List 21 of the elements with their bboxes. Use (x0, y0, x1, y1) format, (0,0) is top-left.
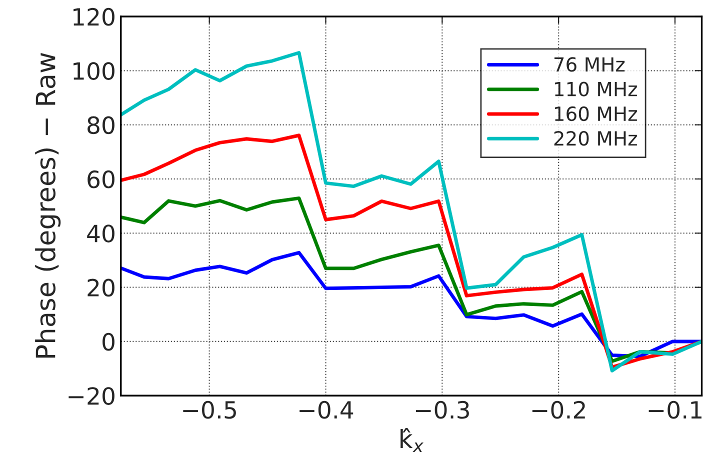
x-tick-label: −0.2 (532, 400, 585, 419)
x-tick-label: −0.4 (300, 400, 354, 419)
y-tick-label: 40 (87, 224, 114, 242)
y-tick-label: 60 (88, 170, 114, 188)
x-tick-label: −0.1 (648, 400, 702, 419)
legend-label: 110 MHz (555, 82, 637, 96)
y-tick-label: −20 (68, 387, 114, 405)
y-tick-label: 100 (74, 62, 114, 80)
y-tick-label: 80 (88, 116, 114, 134)
x-tick-label: −0.3 (416, 400, 469, 419)
line-series (120, 250, 702, 358)
y-tick-label: 20 (88, 278, 114, 297)
x-tick-label: −0.5 (183, 400, 236, 419)
y-tick-label: 120 (74, 8, 114, 26)
y-tick-label: 0 (102, 332, 114, 351)
legend-label: 76 MHz (554, 57, 625, 72)
line-series (120, 51, 702, 372)
legend-label: 220 MHz (554, 131, 637, 146)
legend-label: 160 MHz (555, 106, 637, 122)
y-axis-title: Phase (degrees) − Raw (35, 52, 61, 358)
x-axis-title: k̂$_{x}$ (400, 428, 424, 452)
